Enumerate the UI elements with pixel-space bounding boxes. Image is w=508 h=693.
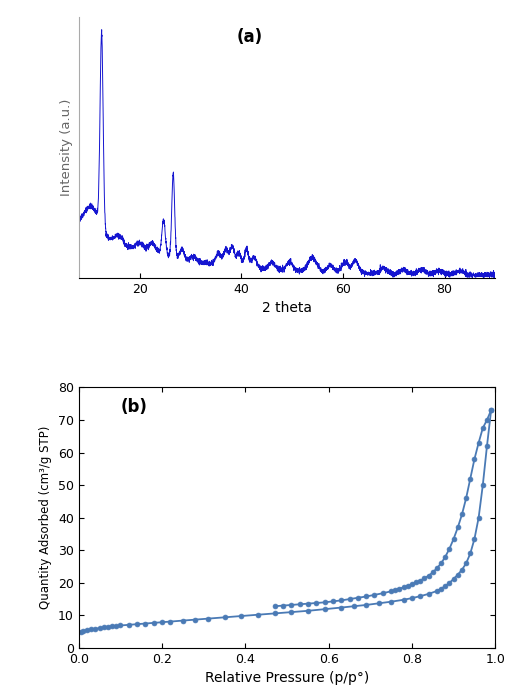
Y-axis label: Intensity (a.u.): Intensity (a.u.)	[60, 99, 73, 196]
X-axis label: Relative Pressure (p/p°): Relative Pressure (p/p°)	[205, 672, 369, 685]
Text: (b): (b)	[120, 398, 147, 416]
X-axis label: 2 theta: 2 theta	[262, 301, 312, 315]
Y-axis label: Quantity Adsorbed (cm³/g STP): Quantity Adsorbed (cm³/g STP)	[39, 426, 52, 609]
Text: (a): (a)	[237, 28, 263, 46]
